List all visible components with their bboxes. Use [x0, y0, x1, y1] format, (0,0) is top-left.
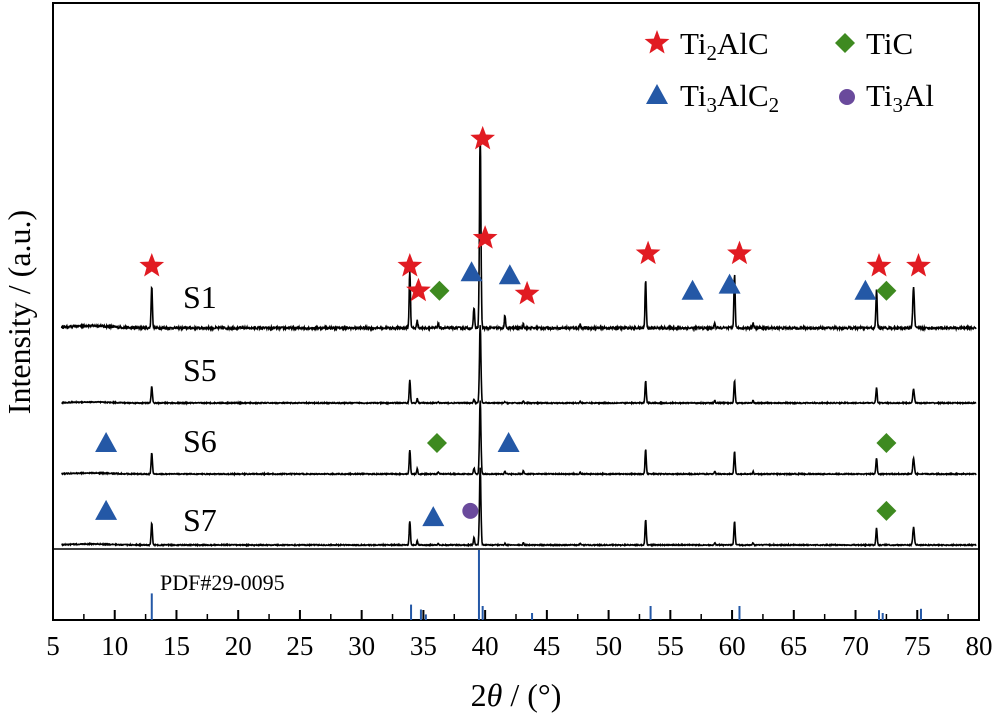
x-tick-label-15: 15 — [163, 631, 190, 661]
series-line-s7 — [61, 467, 977, 548]
y-axis-label: Intensity / (a.u.) — [1, 210, 37, 414]
legend-marker-ti2alc — [644, 30, 670, 54]
series-line-s6 — [61, 400, 977, 477]
peak-marker-s6-ti3alc2-17 — [95, 432, 118, 452]
x-tick-label-75: 75 — [904, 631, 931, 661]
peak-marker-s1-ti2alc-9 — [635, 240, 661, 265]
x-axis-label-theta: θ — [487, 677, 503, 713]
series-line-s1 — [60, 134, 977, 333]
peak-marker-s6-tic-18 — [426, 433, 447, 453]
peak-marker-s1-tic-15 — [876, 280, 897, 301]
x-tick-label-20: 20 — [225, 631, 252, 661]
peak-marker-s1-ti2alc-16 — [906, 253, 931, 277]
x-tick-label-10: 10 — [101, 631, 128, 661]
legend-marker-ti3alc2 — [646, 84, 668, 104]
peak-marker-s7-ti3al-23 — [462, 502, 479, 519]
peak-marker-s1-ti2alc-1 — [397, 253, 423, 277]
series-label-s6: S6 — [183, 423, 217, 459]
peak-marker-s1-ti2alc-8 — [514, 280, 540, 305]
peak-marker-s1-ti3alc2-11 — [718, 273, 741, 294]
x-axis-label-suffix: / (°) — [502, 677, 561, 713]
series-label-s5: S5 — [183, 352, 217, 388]
peak-marker-s1-ti3alc2-4 — [460, 261, 483, 282]
series-line-s5 — [61, 325, 977, 406]
peak-marker-s7-tic-24 — [876, 500, 897, 521]
x-tick-label-25: 25 — [286, 631, 313, 661]
peak-marker-s1-ti2alc-12 — [727, 240, 752, 265]
x-axis-label: 2θ / (°) — [471, 677, 562, 713]
peak-marker-s6-ti3alc2-19 — [497, 432, 520, 452]
peak-marker-s1-ti2alc-2 — [406, 277, 431, 302]
legend-label-ti3alc2: Ti3AlC2 — [680, 78, 779, 117]
x-tick-label-45: 45 — [533, 631, 560, 661]
peak-marker-s7-ti3alc2-22 — [422, 506, 445, 527]
x-tick-label-80: 80 — [966, 631, 993, 661]
peak-marker-s1-ti2alc-5 — [470, 125, 495, 150]
reference-label: PDF#29-0095 — [160, 570, 285, 595]
x-tick-label-40: 40 — [472, 631, 499, 661]
peak-marker-s1-ti3alc2-10 — [681, 279, 704, 300]
legend-marker-tic — [835, 33, 855, 53]
x-axis-label-prefix: 2 — [471, 677, 487, 713]
peak-marker-s7-ti3alc2-21 — [95, 499, 118, 520]
series-label-s7: S7 — [183, 502, 217, 538]
legend-label-ti3al: Ti3Al — [866, 78, 934, 117]
x-tick-label-60: 60 — [719, 631, 746, 661]
series-label-s1: S1 — [183, 279, 217, 315]
peak-marker-s1-ti2alc-0 — [139, 253, 165, 277]
x-tick-label-30: 30 — [348, 631, 375, 661]
legend-marker-ti3al — [839, 89, 855, 105]
legend-label-ti2alc: Ti2AlC — [680, 26, 769, 65]
x-tick-label-50: 50 — [595, 631, 622, 661]
x-tick-label-70: 70 — [842, 631, 869, 661]
x-tick-label-55: 55 — [657, 631, 684, 661]
peak-marker-s6-tic-20 — [876, 433, 897, 453]
x-tick-label-65: 65 — [780, 631, 807, 661]
legend-label-tic: TiC — [866, 26, 913, 61]
x-tick-label-35: 35 — [410, 631, 437, 661]
x-tick-label-5: 5 — [46, 631, 60, 661]
peak-marker-s1-ti2alc-6 — [472, 225, 498, 249]
peak-marker-s1-ti2alc-14 — [866, 253, 892, 277]
peak-marker-s1-ti3alc2-13 — [854, 279, 877, 300]
peak-marker-s1-ti3alc2-7 — [498, 264, 521, 285]
peak-marker-s1-tic-3 — [429, 280, 450, 301]
